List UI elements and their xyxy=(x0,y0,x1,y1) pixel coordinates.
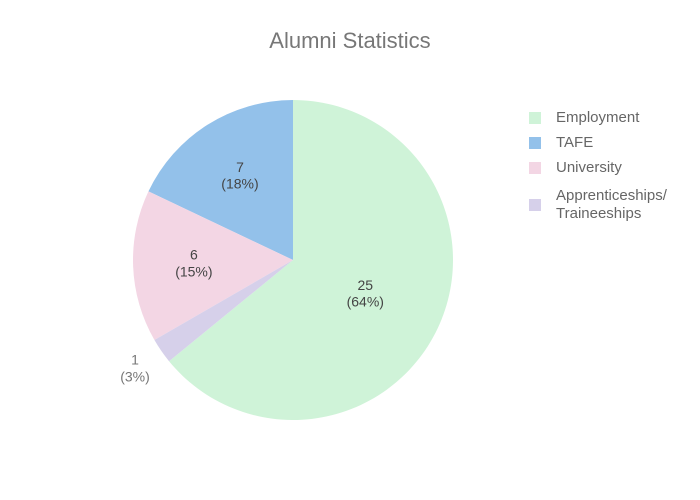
data-label: 1 (3%) xyxy=(120,351,150,384)
data-label: 6 (15%) xyxy=(175,246,212,279)
legend-label: University xyxy=(556,159,622,176)
legend-swatch xyxy=(529,137,541,149)
data-label: 7 (18%) xyxy=(221,158,258,191)
chart-title: Alumni Statistics xyxy=(269,28,430,53)
legend-label: Employment xyxy=(556,109,640,126)
legend-swatch xyxy=(529,162,541,174)
legend-label: TAFE xyxy=(556,134,593,151)
legend-label: Apprenticeships/Traineeships xyxy=(556,187,668,222)
pie-slice xyxy=(133,191,293,340)
pie-slice xyxy=(148,100,293,260)
pie-slice xyxy=(169,100,453,420)
pie-slice xyxy=(154,260,293,362)
legend-swatch xyxy=(529,112,541,124)
legend-swatch xyxy=(529,199,541,211)
data-label: 25 (64%) xyxy=(347,277,384,310)
